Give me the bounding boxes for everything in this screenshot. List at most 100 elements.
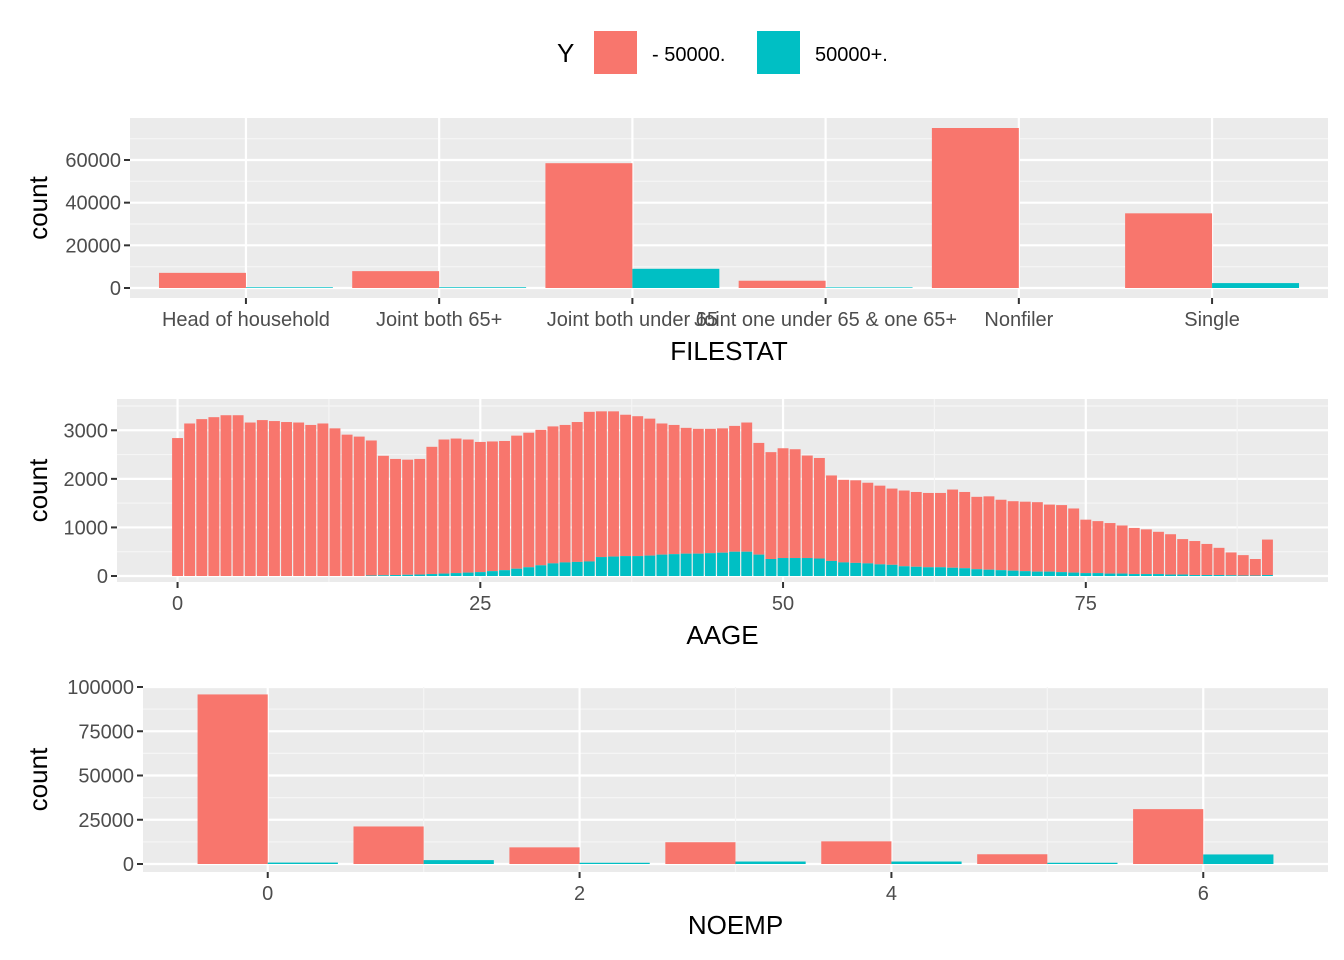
panel-noemp: NOEMP count 0 25000 50000 75000 100000 0 2 4 6 bbox=[23, 677, 1328, 940]
bar-aage-41-under-50000 bbox=[668, 424, 680, 555]
y-tick-label-filestat: 60000 bbox=[65, 150, 121, 172]
bar-aage-29-over-50000 bbox=[523, 567, 535, 576]
y-tick-label-aage: 1000 bbox=[64, 517, 109, 539]
bar-noemp-2-over-50000 bbox=[579, 862, 650, 864]
bar-aage-71-under-50000 bbox=[1031, 502, 1043, 572]
bar-aage-37-under-50000 bbox=[620, 414, 632, 557]
bar-aage-73-under-50000 bbox=[1056, 505, 1068, 573]
bar-aage-56-over-50000 bbox=[850, 562, 862, 576]
bar-aage-13-under-50000 bbox=[329, 428, 341, 576]
bar-aage-22-over-50000 bbox=[438, 573, 450, 576]
bar-aage-51-over-50000 bbox=[789, 558, 801, 576]
bar-noemp-5-over-50000 bbox=[1047, 862, 1118, 864]
bar-noemp-0-under-50000 bbox=[197, 694, 268, 864]
bar-aage-45-over-50000 bbox=[717, 552, 728, 576]
bar-aage-36-under-50000 bbox=[608, 411, 619, 557]
bar-aage-19-over-50000 bbox=[402, 574, 414, 576]
bar-noemp-6-over-50000 bbox=[1203, 854, 1274, 864]
legend-title: Y bbox=[557, 38, 574, 68]
bar-aage-32-over-50000 bbox=[559, 562, 571, 576]
x-tick-label-noemp: 4 bbox=[886, 883, 897, 905]
bar-aage-86-under-50000 bbox=[1213, 547, 1225, 576]
bar-aage-34-under-50000 bbox=[583, 411, 595, 562]
bar-aage-21-under-50000 bbox=[426, 446, 438, 575]
bar-aage-46-under-50000 bbox=[729, 425, 741, 552]
bar-aage-53-over-50000 bbox=[813, 558, 825, 576]
bar-aage-47-over-50000 bbox=[741, 551, 753, 576]
bar-aage-87-under-50000 bbox=[1225, 552, 1237, 576]
x-tick-label-filestat: Single bbox=[1184, 309, 1240, 331]
bar-filestat-joint-one-under-65-one-65-under-50000 bbox=[738, 280, 826, 288]
bar-aage-75-under-50000 bbox=[1080, 519, 1092, 574]
y-tick-label-aage: 3000 bbox=[64, 420, 109, 442]
y-tick-label-aage: 0 bbox=[97, 566, 108, 588]
bar-aage-29-under-50000 bbox=[523, 432, 535, 568]
bar-aage-27-under-50000 bbox=[499, 440, 510, 571]
bar-aage-61-under-50000 bbox=[910, 491, 922, 567]
bar-aage-76-under-50000 bbox=[1092, 521, 1104, 574]
x-axis-title-noemp: NOEMP bbox=[688, 910, 783, 940]
bar-aage-16-under-50000 bbox=[365, 440, 377, 576]
y-tick-label-aage: 2000 bbox=[64, 469, 109, 491]
bar-aage-67-under-50000 bbox=[983, 496, 995, 570]
legend: Y - 50000. 50000+. bbox=[557, 31, 888, 74]
bar-aage-78-over-50000 bbox=[1116, 573, 1128, 576]
bar-aage-89-under-50000 bbox=[1249, 559, 1261, 576]
bar-aage-5-under-50000 bbox=[232, 415, 244, 576]
bar-filestat-head-of-household-under-50000 bbox=[158, 272, 246, 288]
bar-aage-65-over-50000 bbox=[959, 568, 971, 576]
bar-aage-56-under-50000 bbox=[850, 480, 862, 563]
bar-aage-9-under-50000 bbox=[281, 422, 292, 576]
bar-noemp-3-over-50000 bbox=[735, 861, 806, 864]
bar-noemp-4-under-50000 bbox=[821, 841, 892, 864]
bar-aage-79-over-50000 bbox=[1128, 574, 1140, 576]
bar-aage-64-over-50000 bbox=[947, 567, 959, 576]
bar-aage-25-over-50000 bbox=[474, 572, 486, 576]
bar-aage-57-under-50000 bbox=[862, 482, 874, 564]
bar-filestat-head-of-household-over-50000 bbox=[245, 287, 333, 288]
bar-aage-37-over-50000 bbox=[620, 556, 632, 576]
bar-aage-36-over-50000 bbox=[608, 556, 619, 576]
legend-swatch-over-50000 bbox=[757, 31, 800, 74]
bar-aage-18-over-50000 bbox=[390, 575, 401, 576]
bar-aage-48-under-50000 bbox=[753, 442, 765, 555]
y-axis-title-aage: count bbox=[23, 458, 53, 522]
bar-aage-0-under-50000 bbox=[172, 438, 183, 576]
bar-aage-90-under-50000 bbox=[1262, 539, 1273, 576]
bar-aage-54-under-50000 bbox=[826, 475, 837, 561]
bar-aage-72-over-50000 bbox=[1044, 571, 1055, 576]
bar-noemp-1-over-50000 bbox=[423, 860, 494, 864]
y-tick-label-filestat: 0 bbox=[110, 278, 121, 300]
bar-aage-28-over-50000 bbox=[511, 568, 523, 576]
bar-aage-44-over-50000 bbox=[704, 553, 716, 576]
bar-aage-76-over-50000 bbox=[1092, 573, 1104, 576]
bar-aage-30-under-50000 bbox=[535, 429, 547, 566]
bar-aage-81-over-50000 bbox=[1153, 574, 1164, 576]
bar-aage-42-over-50000 bbox=[680, 553, 692, 576]
bar-aage-65-under-50000 bbox=[959, 491, 971, 569]
x-tick-label-aage: 0 bbox=[172, 593, 183, 615]
bar-aage-8-under-50000 bbox=[268, 421, 280, 576]
bar-aage-77-over-50000 bbox=[1104, 573, 1116, 576]
panel-filestat: FILESTAT count 0 20000 40000 60000 Head of h… bbox=[23, 118, 1328, 366]
x-tick-label-aage: 50 bbox=[772, 593, 794, 615]
bar-aage-25-under-50000 bbox=[474, 441, 486, 573]
bar-filestat-joint-both-under-65-over-50000 bbox=[632, 268, 720, 288]
bar-aage-58-over-50000 bbox=[874, 564, 886, 576]
bar-aage-26-under-50000 bbox=[486, 441, 498, 572]
bar-aage-52-under-50000 bbox=[801, 455, 813, 559]
bar-aage-17-over-50000 bbox=[377, 575, 389, 576]
bar-aage-47-under-50000 bbox=[741, 422, 753, 552]
legend-label-under-50000: - 50000. bbox=[652, 44, 725, 66]
bar-filestat-nonfiler-under-50000 bbox=[931, 128, 1019, 288]
bar-aage-51-under-50000 bbox=[789, 449, 801, 559]
bar-aage-24-over-50000 bbox=[462, 572, 474, 576]
bar-aage-23-under-50000 bbox=[450, 438, 462, 574]
bar-aage-4-under-50000 bbox=[220, 415, 232, 576]
bar-aage-71-over-50000 bbox=[1031, 571, 1043, 576]
bar-aage-50-under-50000 bbox=[777, 448, 789, 559]
bar-aage-83-under-50000 bbox=[1177, 539, 1189, 575]
x-tick-label-filestat: Joint one under 65 & one 65+ bbox=[694, 309, 957, 331]
bar-aage-55-over-50000 bbox=[838, 562, 850, 576]
